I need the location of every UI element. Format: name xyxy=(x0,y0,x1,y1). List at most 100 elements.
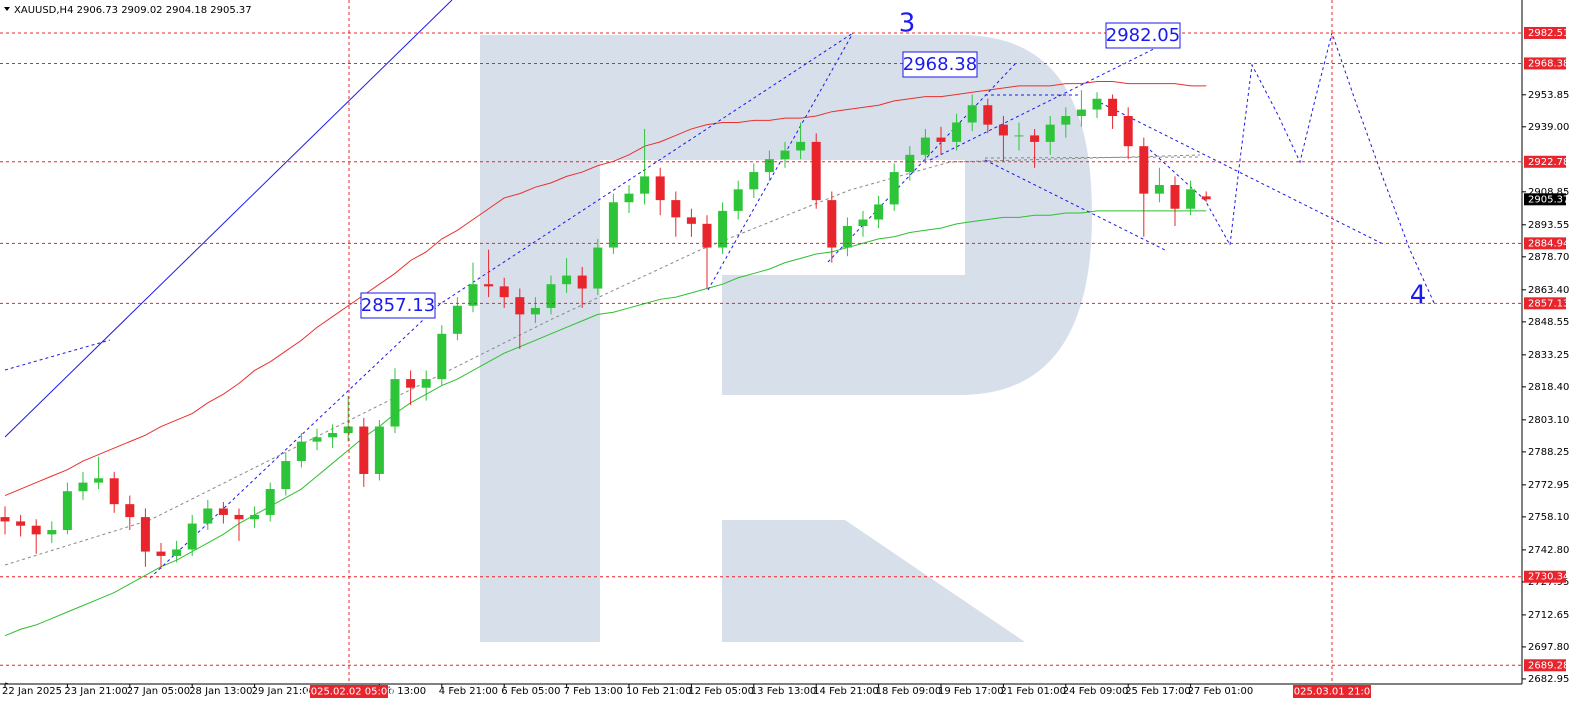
candle-body xyxy=(593,247,603,289)
candle-body xyxy=(686,217,696,224)
y-tick-label: 2939.00 xyxy=(1528,122,1569,133)
level-label-bg xyxy=(1524,26,1566,39)
candle-body xyxy=(733,189,743,211)
level-label-bg xyxy=(1524,155,1566,168)
candle-body xyxy=(468,284,478,306)
candle-body xyxy=(858,219,868,226)
y-tick-label: 2742.80 xyxy=(1528,545,1569,556)
y-tick-label: 2833.25 xyxy=(1528,350,1569,361)
x-tick-label: 22 Jan 2025 xyxy=(2,686,62,697)
x-labels: 22 Jan 2025 23 Jan 21:00 27 Jan 05:00 28 Ja… xyxy=(2,684,1253,697)
x-tick-label: 12 Feb 05:00 xyxy=(688,686,754,697)
candle-body xyxy=(1092,98,1102,110)
candle-body xyxy=(390,379,400,427)
candle-body xyxy=(125,504,135,518)
time-marker-label: 2025.03.01 21:00 xyxy=(1287,687,1376,698)
x-tick-label: 21 Feb 01:00 xyxy=(1000,686,1066,697)
candle-body xyxy=(62,491,72,531)
candle-body xyxy=(1076,109,1086,117)
wave-label: 4 xyxy=(1410,281,1427,311)
candle-body xyxy=(764,159,774,173)
x-tick-label: 27 Jan 05:00 xyxy=(127,686,190,697)
candle-body xyxy=(437,333,447,380)
candle-body xyxy=(920,137,930,155)
candle-body xyxy=(811,141,821,201)
candle-body xyxy=(406,379,416,388)
price-box xyxy=(1105,22,1181,49)
level-label-bg xyxy=(1524,237,1566,250)
candle-body xyxy=(0,517,10,522)
candle-body xyxy=(1061,116,1071,125)
candle-body xyxy=(936,137,946,142)
candle-body xyxy=(78,482,88,492)
candle-body xyxy=(343,426,353,433)
candle-body xyxy=(577,275,587,289)
x-tick-label: 18 Feb 09:00 xyxy=(876,686,942,697)
x-tick-label: 10 Feb 21:00 xyxy=(626,686,692,697)
price-axis-bg xyxy=(1522,0,1596,716)
level-label: 2982.51 xyxy=(1528,28,1569,39)
time-marker-label: 2025.02.02 05:00 xyxy=(304,687,393,698)
candle-body xyxy=(140,517,150,552)
level-label-bg xyxy=(1524,570,1566,583)
candle-body xyxy=(265,489,275,515)
candle-body xyxy=(1108,98,1118,117)
moving-average xyxy=(4,81,1207,496)
x-tick-label: Feb 13:00 xyxy=(376,686,426,697)
candle-body xyxy=(827,200,837,248)
time-marker-lines xyxy=(348,0,1333,684)
y-tick-label: 2758.10 xyxy=(1528,512,1569,523)
y-tick-label: 2712.65 xyxy=(1528,610,1569,621)
level-label: 2884.94 xyxy=(1528,238,1569,249)
candle-body xyxy=(312,437,322,442)
high: 2909.02 xyxy=(121,5,162,16)
x-tick-label: 7 Feb 13:00 xyxy=(564,686,623,697)
candle-body xyxy=(624,193,634,203)
price-box-label: 2968.38 xyxy=(903,54,977,75)
time-marker-box xyxy=(1293,685,1371,698)
level-label: 2689.28 xyxy=(1528,660,1569,671)
x-tick-label: 6 Feb 05:00 xyxy=(501,686,560,697)
price-box xyxy=(360,292,436,319)
x-tick-label: 29 Jan 21:00 xyxy=(252,686,315,697)
candle-body xyxy=(640,176,650,194)
y-tick-label: 2772.95 xyxy=(1528,480,1569,491)
candle-body xyxy=(109,478,119,505)
y-tick-label: 2788.25 xyxy=(1528,447,1569,458)
candle-body xyxy=(374,426,384,474)
candle-body xyxy=(156,551,166,556)
candle-body xyxy=(94,478,104,483)
header: XAUUSD,H4 2906.73 2909.02 2904.18 2905.3… xyxy=(4,5,252,16)
x-tick-label: 19 Feb 17:00 xyxy=(938,686,1004,697)
level-label-bg xyxy=(1524,297,1566,310)
candle-body xyxy=(359,426,369,474)
header-icon xyxy=(4,7,10,11)
level-label-bg xyxy=(1524,659,1566,672)
candle-body xyxy=(281,461,291,490)
candle-body xyxy=(421,379,431,388)
candle-body xyxy=(1030,135,1040,142)
candle-body xyxy=(983,105,993,125)
candle-body xyxy=(203,508,213,524)
y-tick-label: 2863.40 xyxy=(1528,285,1569,296)
candle-body xyxy=(874,204,884,220)
candle-body xyxy=(655,176,665,201)
candle-body xyxy=(671,200,681,218)
moving-average xyxy=(4,210,1207,637)
x-tick-label: 14 Feb 21:00 xyxy=(813,686,879,697)
annotation-labels: 3 4 2968.38 2982.05 2857.13 xyxy=(360,9,1427,319)
y-tick-label: 2697.80 xyxy=(1528,642,1569,653)
candle-body xyxy=(780,150,790,160)
y-tick-label: 2953.85 xyxy=(1528,90,1569,101)
candle-body xyxy=(250,514,260,520)
candle-body xyxy=(749,172,759,190)
header-text: XAUUSD,H4 2906.73 2909.02 2904.18 2905.3… xyxy=(14,5,252,16)
candle-body xyxy=(842,225,852,248)
y-tick-label: 2803.10 xyxy=(1528,415,1569,426)
candle-body xyxy=(187,523,197,550)
x-tick-label: 28 Jan 13:00 xyxy=(189,686,252,697)
y-tick-label: 2682.95 xyxy=(1528,674,1569,685)
candle-body xyxy=(1170,185,1180,209)
candle-body xyxy=(1201,196,1211,200)
candle-body xyxy=(796,141,806,151)
